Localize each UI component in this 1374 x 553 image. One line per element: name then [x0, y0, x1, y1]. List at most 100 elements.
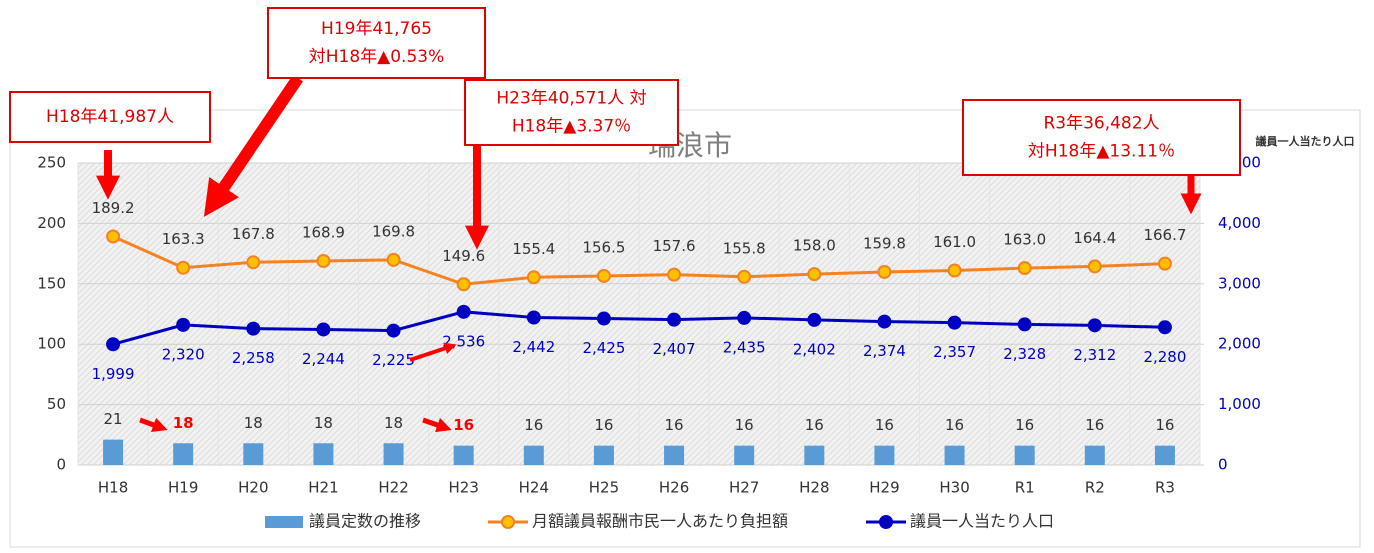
- y2-tick-label: 0: [1218, 456, 1228, 474]
- y-tick-label: 50: [47, 395, 66, 413]
- bar-label: 18: [314, 414, 333, 432]
- x-tick-label: H27: [729, 479, 759, 497]
- y-tick-label: 0: [56, 456, 66, 474]
- point: [526, 310, 541, 325]
- x-tick-label: H25: [589, 479, 619, 497]
- x-tick-label: H29: [869, 479, 899, 497]
- point-label: 2,225: [372, 351, 415, 369]
- point: [596, 311, 611, 326]
- bar-label: 18: [244, 414, 263, 432]
- point: [176, 260, 191, 275]
- callout-box: [9, 91, 211, 143]
- x-tick-label: H21: [308, 479, 338, 497]
- bar-label: 16: [1155, 416, 1174, 434]
- point-label: 158.0: [793, 237, 836, 255]
- point: [106, 229, 121, 244]
- point: [316, 253, 331, 268]
- point: [807, 267, 822, 282]
- bar: [593, 445, 614, 465]
- callout-box: [267, 7, 486, 79]
- point: [877, 264, 892, 279]
- callout-text: H18年41,987人: [46, 107, 174, 127]
- point-label: 2,320: [162, 345, 205, 363]
- callout-text: R3年36,482人: [1043, 114, 1159, 134]
- point-label: 156.5: [582, 238, 625, 256]
- bar-label: 16: [1085, 416, 1104, 434]
- point-label: 2,425: [582, 339, 625, 357]
- bar: [173, 443, 194, 465]
- point: [737, 269, 752, 284]
- point-label: 2,407: [653, 340, 696, 358]
- x-tick-label: H18: [98, 479, 128, 497]
- x-tick-label: H23: [449, 479, 479, 497]
- point-label: 2,312: [1073, 346, 1116, 364]
- bar-label: 16: [665, 416, 684, 434]
- bar: [103, 439, 124, 465]
- callout-text: H19年41,765: [321, 19, 432, 39]
- callout-text: 対H18年▲0.53%: [309, 47, 445, 67]
- point-label: 155.4: [512, 240, 555, 258]
- point-label: 167.8: [232, 225, 275, 243]
- point: [526, 270, 541, 285]
- y2-tick-label: 3,000: [1218, 274, 1261, 292]
- point-label: 168.9: [302, 223, 345, 241]
- line: [112, 235, 1165, 286]
- callout-box: [464, 79, 679, 146]
- point: [246, 255, 261, 270]
- bar-label: 16: [453, 416, 474, 434]
- point-label: 2,435: [723, 338, 766, 356]
- bar: [313, 443, 334, 465]
- point-label: 2,328: [1003, 345, 1046, 363]
- arrow: [139, 417, 168, 432]
- point: [316, 322, 331, 337]
- bar: [734, 445, 755, 465]
- point-label: 164.4: [1073, 229, 1116, 247]
- bar-label: 16: [945, 416, 964, 434]
- bar: [944, 445, 965, 465]
- point-label: 159.8: [863, 234, 906, 252]
- point: [246, 321, 261, 336]
- y2-axis-label: 議員一人当たり人口: [1256, 134, 1355, 148]
- point-label: 1,999: [92, 365, 135, 383]
- bar-label: 16: [594, 416, 613, 434]
- bar: [383, 443, 404, 465]
- bar-label: 16: [735, 416, 754, 434]
- y2-tick-label: 4,000: [1218, 214, 1261, 232]
- point: [1157, 320, 1172, 335]
- point-label: 163.0: [1003, 231, 1046, 249]
- bar: [874, 445, 895, 465]
- x-tick-label: H28: [799, 479, 829, 497]
- y-tick-label: 250: [37, 154, 66, 172]
- bar: [523, 445, 544, 465]
- legend-swatch: [265, 516, 303, 528]
- legend-label: 月額議員報酬市民一人あたり負担額: [532, 512, 788, 531]
- point: [667, 267, 682, 282]
- point: [456, 304, 471, 319]
- point-label: 169.8: [372, 222, 415, 240]
- bar-label: 16: [805, 416, 824, 434]
- x-tick-label: R1: [1015, 479, 1035, 497]
- bar: [1084, 445, 1105, 465]
- x-tick-label: H19: [168, 479, 198, 497]
- point: [1157, 256, 1172, 271]
- point: [1087, 318, 1102, 333]
- point-label: 2,258: [232, 349, 275, 367]
- point: [386, 323, 401, 338]
- legend-label: 議員定数の推移: [309, 512, 421, 531]
- point: [386, 252, 401, 267]
- y-tick-label: 200: [37, 214, 66, 232]
- legend-label: 議員一人当たり人口: [910, 512, 1054, 531]
- x-tick-label: H20: [238, 479, 268, 497]
- arrow: [203, 74, 303, 217]
- point: [1087, 259, 1102, 274]
- point-label: 2,402: [793, 340, 836, 358]
- point: [947, 315, 962, 330]
- point-label: 2,280: [1143, 348, 1186, 366]
- callout-text: 対H18年▲13.11％: [1028, 142, 1175, 162]
- legend-marker: [501, 515, 515, 529]
- point: [1017, 317, 1032, 332]
- point-label: 2,244: [302, 350, 345, 368]
- x-tick-label: H24: [519, 479, 549, 497]
- x-tick-label: R2: [1085, 479, 1105, 497]
